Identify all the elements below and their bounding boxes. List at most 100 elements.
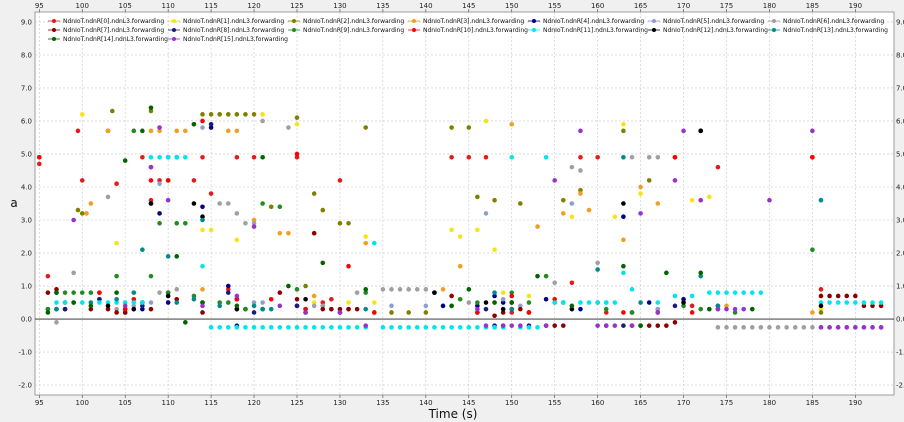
data-point [75, 207, 81, 213]
data-point [243, 306, 248, 312]
data-point [672, 154, 678, 160]
y-tick-label: -2.0 [18, 382, 32, 390]
legend-marker [772, 19, 776, 23]
data-point [449, 325, 454, 330]
data-point [552, 323, 557, 328]
x-tick-label: 170 [677, 399, 690, 407]
data-point [363, 287, 369, 292]
data-point [200, 310, 205, 315]
data-point [715, 325, 721, 330]
data-point [320, 207, 326, 213]
data-point [646, 323, 652, 328]
data-point [346, 306, 351, 312]
data-point [320, 260, 326, 266]
data-point [165, 300, 171, 305]
data-point [595, 260, 600, 266]
x-tick-label-top: 110 [161, 2, 174, 10]
data-point [741, 306, 746, 312]
legend-marker [52, 28, 56, 32]
data-point [638, 191, 643, 196]
data-point [234, 112, 240, 117]
data-point [286, 283, 291, 289]
data-point [208, 227, 214, 233]
data-point [88, 306, 94, 312]
data-point [569, 164, 575, 170]
data-point [741, 290, 746, 295]
data-point [157, 221, 162, 226]
data-point [200, 125, 205, 130]
legend-item: NdnIoT.ndnR[9].ndnL3.forwarding [288, 27, 404, 34]
data-point [715, 164, 721, 170]
data-point [36, 161, 42, 167]
data-point [818, 306, 824, 312]
x-tick-label-top: 150 [505, 2, 518, 10]
data-point [646, 178, 652, 183]
series-13 [54, 154, 824, 312]
y-tick-label: 8.0 [21, 51, 32, 59]
data-point [861, 325, 867, 330]
data-point [578, 187, 583, 193]
data-point [114, 306, 119, 312]
legend-item: NdnIoT.ndnR[1].ndnL3.forwarding [168, 18, 284, 25]
legend-marker [172, 19, 176, 23]
data-point [54, 290, 59, 295]
data-point [827, 293, 832, 299]
legend-marker [172, 28, 176, 32]
data-point [234, 211, 240, 216]
data-point [217, 201, 222, 206]
data-point [122, 158, 128, 163]
data-point [466, 125, 472, 130]
data-point [346, 221, 351, 226]
data-point [71, 300, 76, 305]
data-point [251, 303, 257, 309]
data-point [140, 154, 145, 160]
data-point [320, 300, 326, 305]
x-tick-label-top: 180 [763, 2, 776, 10]
data-point [45, 290, 51, 295]
data-point [208, 125, 214, 130]
data-point [114, 300, 119, 305]
data-point [732, 310, 738, 315]
y-tick-label: 1.0 [21, 283, 32, 291]
data-point [818, 293, 824, 299]
data-point [174, 287, 180, 292]
data-point [79, 300, 85, 305]
data-point [621, 214, 626, 220]
data-point [698, 128, 704, 134]
data-point [165, 197, 171, 203]
data-point [200, 112, 205, 117]
data-point [767, 197, 772, 203]
data-point [363, 234, 369, 239]
data-point [543, 296, 549, 302]
data-point [268, 204, 274, 210]
data-point [148, 154, 154, 160]
data-point [225, 325, 231, 330]
data-point [79, 112, 85, 117]
data-point [131, 290, 137, 295]
data-point [707, 306, 712, 312]
data-point [629, 310, 635, 315]
data-point [535, 224, 540, 229]
data-point [449, 293, 454, 299]
data-point [475, 300, 480, 305]
data-point [277, 204, 283, 210]
data-point [174, 128, 180, 134]
data-point [483, 300, 489, 305]
data-point [758, 325, 764, 330]
data-point [749, 290, 755, 295]
data-point [114, 240, 119, 246]
data-point [54, 320, 59, 325]
data-point [878, 325, 884, 330]
data-point [621, 237, 626, 243]
data-point [131, 306, 137, 312]
data-point [225, 283, 231, 289]
data-point [346, 263, 351, 269]
legend-label: NdnIoT.ndnR[1].ndnL3.forwarding [183, 18, 284, 25]
data-point [500, 300, 506, 305]
data-point [500, 296, 506, 302]
data-point [311, 303, 317, 309]
data-point [71, 270, 76, 276]
data-point [260, 118, 265, 124]
data-point [724, 303, 729, 309]
data-point [88, 300, 94, 305]
